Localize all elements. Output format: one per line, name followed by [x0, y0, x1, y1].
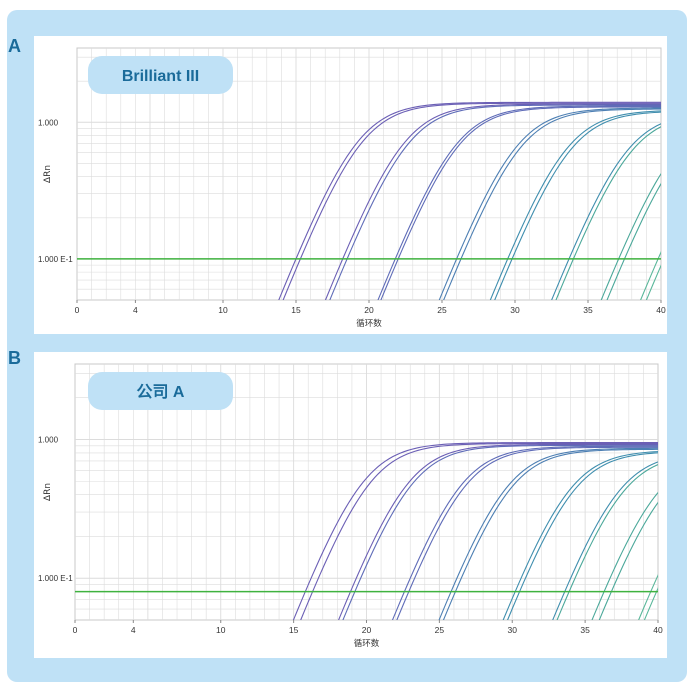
amplification-curve [489, 110, 661, 300]
amplification-curve [506, 452, 658, 620]
amplification-curve [438, 447, 658, 620]
x-tick-label: 15 [289, 625, 299, 635]
chart-b-svg: 0 4 10 15 20 25 30 35 40 1.000 1.000 E-1 循环数 ΔRn 公司 A [38, 363, 663, 649]
amplification-curve [551, 123, 661, 300]
curves-group [292, 442, 658, 620]
y-tick-label: 1.000 E-1 [38, 574, 73, 583]
x-tick-label: 4 [133, 305, 138, 315]
x-axis-label: 循环数 [356, 318, 382, 329]
amplification-curve [380, 106, 661, 300]
x-tick-label: 35 [583, 305, 593, 315]
x-tick-label: 30 [510, 305, 520, 315]
x-tick-label: 25 [437, 305, 447, 315]
amplification-curve [342, 444, 658, 620]
chart-title-tag [88, 372, 233, 410]
y-tick-label: 1.000 [38, 435, 59, 444]
x-tick-label: 40 [653, 625, 663, 635]
amplification-curve [443, 108, 661, 300]
amplification-curve [278, 101, 661, 300]
y-axis-label: ΔRn [43, 483, 53, 501]
y-axis-label: ΔRn [43, 165, 53, 183]
y-tick-label: 1.000 E-1 [38, 255, 73, 264]
amplification-curve [552, 461, 658, 620]
chart-a-svg: 0 4 10 15 20 25 30 35 40 1.000 1.000 E-1 循环数 ΔRn Bril… [38, 47, 666, 329]
x-tick-label: 20 [364, 305, 374, 315]
amplification-curve [606, 182, 661, 300]
x-tick-label: 30 [508, 625, 518, 635]
amplification-curve [391, 445, 658, 620]
amplification-curve [645, 264, 661, 300]
x-tick-label: 10 [216, 625, 226, 635]
x-tick-label: 40 [656, 305, 666, 315]
curves-group [278, 101, 661, 300]
amplification-curve [324, 103, 661, 300]
amplification-curve [640, 250, 661, 300]
y-tick-label: 1.000 [38, 118, 59, 127]
amplification-curve [300, 442, 658, 620]
amplification-curve [555, 126, 661, 300]
amplification-curve [282, 102, 661, 300]
x-tick-label: 25 [435, 625, 445, 635]
amplification-curve [438, 107, 661, 300]
amplification-curve [292, 442, 658, 620]
amplification-curve [396, 446, 658, 620]
x-tick-label: 15 [291, 305, 301, 315]
amplification-curve [502, 451, 658, 620]
chart-title-tag [88, 56, 233, 94]
amplification-curve [591, 491, 658, 620]
amplification-curve [556, 464, 658, 620]
amplification-curve [338, 443, 658, 620]
amplification-curve [377, 105, 661, 300]
amplification-curve [329, 104, 661, 300]
amplification-curve [643, 587, 658, 620]
x-tick-label: 0 [75, 305, 80, 315]
chart-panel-a: 0 4 10 15 20 25 30 35 40 1.000 1.000 E-1 循环数 ΔRn Bril… [34, 36, 667, 334]
chart-title: 公司 A [136, 383, 184, 401]
x-tick-label: 20 [362, 625, 372, 635]
amplification-curve [494, 111, 661, 300]
panel-letter-a: A [8, 36, 21, 56]
x-tick-label: 10 [218, 305, 228, 315]
x-axis-label: 循环数 [354, 638, 380, 649]
chart-title: Brilliant III [122, 68, 199, 85]
amplification-curve [638, 573, 658, 620]
x-tick-label: 35 [580, 625, 590, 635]
chart-panel-b: 0 4 10 15 20 25 30 35 40 1.000 1.000 E-1 循环数 ΔRn 公司 A [34, 352, 667, 658]
amplification-curve [442, 448, 658, 620]
x-tick-label: 4 [131, 625, 136, 635]
panel-letter-b: B [8, 348, 21, 368]
amplification-curve [600, 172, 661, 300]
x-tick-label: 0 [73, 625, 78, 635]
